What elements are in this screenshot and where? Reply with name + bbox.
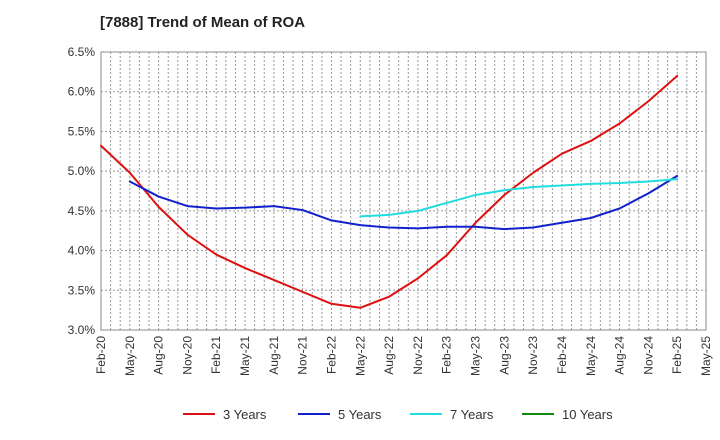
x-tick-label: Aug-23 [497,336,511,375]
x-tick-label: Aug-22 [382,336,396,375]
y-tick-label: 6.0% [68,85,96,99]
y-tick-label: 5.5% [68,124,96,138]
x-tick-label: Aug-20 [152,336,166,375]
x-tick-label: Aug-24 [613,336,627,375]
y-tick-label: 4.5% [68,204,96,218]
x-tick-label: Feb-23 [440,336,454,374]
x-tick-label: Nov-22 [411,336,425,375]
legend-label: 10 Years [562,407,613,422]
x-tick-label: May-21 [238,336,252,376]
chart-title: [7888] Trend of Mean of ROA [100,14,306,31]
x-tick-label: Nov-20 [180,336,194,375]
plot-frame [100,51,707,331]
legend-label: 3 Years [223,407,267,422]
x-tick-label: May-20 [123,336,137,376]
y-tick-label: 3.5% [68,283,96,297]
x-tick-label: Feb-21 [209,336,223,374]
x-tick-label: Nov-24 [641,336,655,375]
x-tick-label: Nov-21 [296,336,310,375]
y-tick-label: 4.0% [68,244,96,258]
x-tick-label: Feb-22 [324,336,338,374]
axis-layer: 6.5% 6.0% 5.5% 5.0% 4.5% 4.0% 3.5% 3.0%Feb-20 Ma… [68,45,713,376]
series-line-7-years [359,178,679,218]
x-tick-label: Nov-23 [526,336,540,375]
series-layer [100,74,679,309]
x-tick-label: May-22 [353,336,367,376]
series-line-3-years [100,74,679,309]
y-tick-label: 5.0% [68,164,96,178]
x-tick-label: May-24 [584,336,598,376]
y-tick-label: 6.5% [68,45,96,59]
series-line-5-years [128,174,679,231]
legend-layer: 3 Years 5 Years 7 Years 10 Years [183,407,613,422]
x-tick-label: May-25 [699,336,713,376]
legend-label: 5 Years [338,407,382,422]
x-tick-label: Feb-20 [94,336,108,374]
x-tick-label: Feb-24 [555,336,569,374]
legend-label: 7 Years [450,407,494,422]
x-tick-label: May-23 [469,336,483,376]
x-tick-label: Aug-21 [267,336,281,375]
y-tick-label: 3.0% [68,323,96,337]
x-tick-label: Feb-25 [670,336,684,374]
